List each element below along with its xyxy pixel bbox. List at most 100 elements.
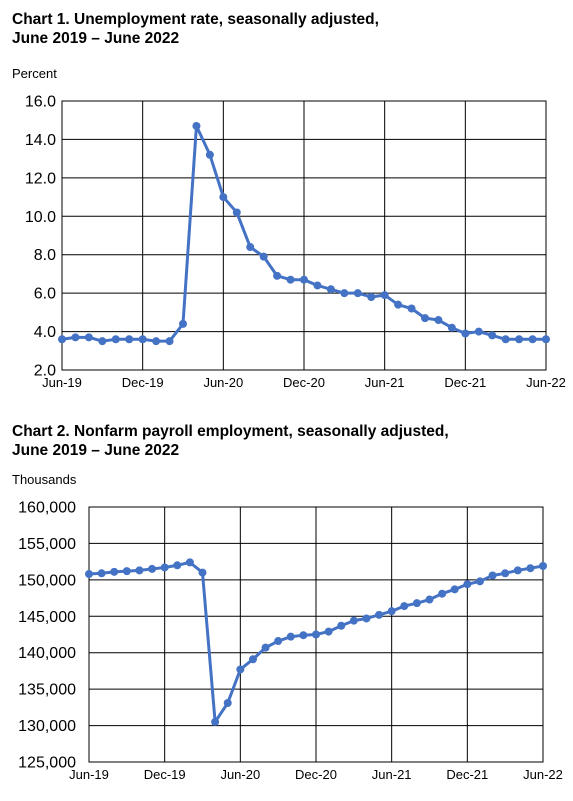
data-point — [412, 599, 421, 608]
data-point — [387, 607, 396, 616]
data-point — [475, 577, 484, 586]
x-tick-label: Jun-21 — [365, 375, 405, 390]
data-point — [211, 717, 220, 726]
y-axis-unit-label: Thousands — [12, 472, 77, 487]
y-tick-label: 6.0 — [34, 286, 56, 303]
y-tick-label: 140,000 — [18, 645, 76, 662]
data-point — [312, 630, 320, 639]
y-tick-label: 155,000 — [18, 536, 76, 553]
data-point — [97, 569, 106, 578]
y-tick-label: 4.0 — [34, 324, 56, 341]
data-point — [261, 643, 270, 652]
y-tick-label: 135,000 — [18, 682, 76, 699]
y-tick-label: 10.0 — [25, 209, 56, 226]
data-point — [299, 631, 308, 640]
data-point — [111, 335, 120, 344]
data-point — [380, 291, 389, 300]
data-point — [135, 566, 144, 575]
data-point — [438, 589, 447, 598]
data-point — [185, 558, 194, 567]
y-tick-label: 125,000 — [18, 755, 76, 772]
chart-plot-area: 125,000 130,000 135,000 140,000 145,000 150,0… — [18, 500, 563, 783]
data-point — [515, 335, 524, 344]
x-tick-label: Dec-21 — [444, 375, 486, 390]
x-tick-label: Jun-20 — [220, 767, 260, 782]
data-point — [192, 121, 201, 130]
data-point — [286, 632, 295, 641]
data-point — [223, 698, 232, 707]
data-point — [326, 285, 335, 294]
unemployment-chart: Chart 1. Unemployment rate, seasonally a… — [0, 0, 573, 400]
data-point — [425, 595, 434, 604]
data-point — [58, 335, 66, 344]
plot-frame — [61, 100, 547, 371]
chart-title-line2: June 2019 – June 2022 — [12, 442, 180, 459]
data-point — [542, 335, 550, 344]
y-tick-label: 16.0 — [25, 94, 56, 111]
chart-title-line1: Chart 1. Unemployment rate, seasonally a… — [12, 11, 379, 28]
data-point — [450, 585, 459, 594]
data-point — [349, 616, 358, 625]
x-tick-label: Jun-21 — [372, 767, 412, 782]
x-tick-label: Jun-22 — [523, 767, 563, 782]
data-point — [259, 252, 268, 261]
chart-plot-area: 2.0 4.0 6.0 8.0 10.0 12.0 14.0 16.0 Jun-19 Dec-19… — [25, 94, 566, 391]
data-point — [300, 275, 308, 284]
y-axis-unit-label: Percent — [12, 66, 57, 81]
data-point — [488, 571, 497, 580]
data-point — [125, 335, 134, 344]
data-point — [513, 566, 522, 575]
data-point — [313, 281, 322, 290]
data-point — [138, 335, 147, 344]
data-point — [324, 627, 333, 636]
data-point — [198, 568, 207, 577]
data-point — [110, 567, 119, 576]
y-tick-label: 130,000 — [18, 718, 76, 735]
data-point — [501, 335, 510, 344]
data-point — [160, 563, 169, 572]
data-point — [353, 289, 362, 298]
data-point — [273, 271, 282, 280]
data-point — [367, 292, 376, 301]
data-point — [205, 150, 214, 159]
data-point — [165, 337, 174, 346]
data-point — [98, 337, 107, 346]
y-tick-label: 160,000 — [18, 500, 76, 517]
data-point — [375, 610, 384, 619]
y-tick-label: 8.0 — [34, 247, 56, 264]
y-tick-label: 150,000 — [18, 572, 76, 589]
payroll-employment-chart: Chart 2. Nonfarm payroll employment, sea… — [0, 412, 573, 801]
data-point — [400, 602, 409, 611]
data-point — [236, 665, 245, 674]
data-point — [71, 333, 80, 342]
data-point — [461, 329, 470, 338]
chart-title-line1: Chart 2. Nonfarm payroll employment, sea… — [12, 423, 449, 440]
data-point — [148, 564, 157, 573]
data-point — [362, 614, 371, 623]
data-point — [463, 580, 472, 589]
x-tick-label: Dec-20 — [283, 375, 325, 390]
data-point — [179, 319, 187, 328]
data-point — [248, 655, 257, 664]
data-point — [84, 333, 93, 342]
data-point — [528, 335, 537, 344]
x-tick-label: Dec-20 — [295, 767, 337, 782]
data-point — [474, 327, 483, 336]
data-point — [340, 289, 349, 298]
data-point — [407, 304, 416, 313]
x-tick-label: Jun-19 — [69, 767, 109, 782]
data-point — [394, 300, 403, 309]
y-tick-label: 12.0 — [25, 170, 56, 187]
x-tick-label: Jun-20 — [203, 375, 243, 390]
data-point — [232, 208, 241, 217]
data-point — [434, 316, 443, 325]
y-tick-label: 2.0 — [34, 363, 56, 380]
data-point — [337, 621, 346, 630]
x-tick-label: Jun-22 — [526, 375, 566, 390]
data-point — [152, 337, 161, 346]
data-point — [488, 331, 497, 340]
data-point — [421, 314, 429, 323]
x-tick-label: Dec-19 — [122, 375, 164, 390]
x-tick-label: Dec-19 — [144, 767, 186, 782]
y-tick-label: 14.0 — [25, 132, 56, 149]
